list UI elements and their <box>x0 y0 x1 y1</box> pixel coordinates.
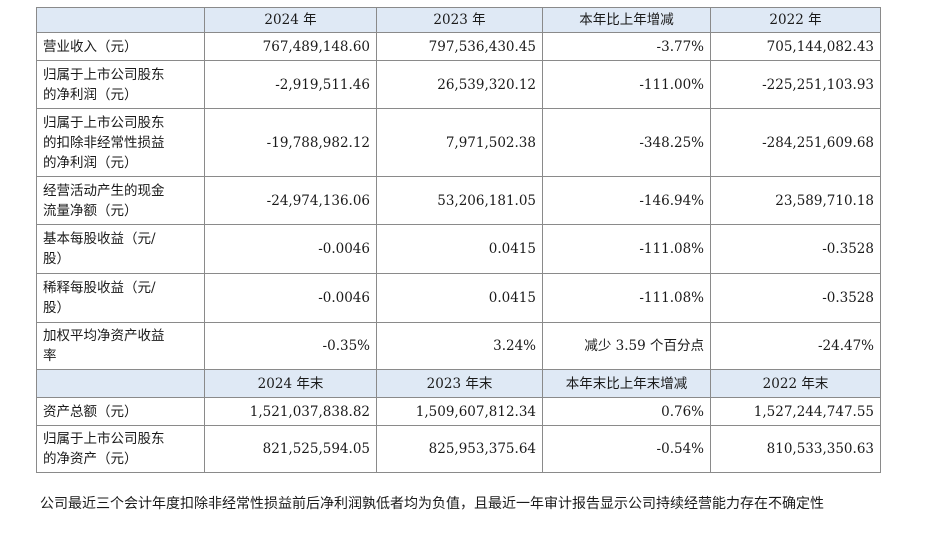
label-line: 稀释每股收益（元/ <box>43 280 156 296</box>
label-line: 加权平均净资产收益 <box>43 328 165 344</box>
label-line: 归属于上市公司股东 <box>43 66 165 83</box>
row-label: 稀释每股收益（元/ 股） <box>36 273 205 323</box>
value-2023: 3.24% <box>376 322 543 370</box>
row-label: 经营活动产生的现金 流量净额（元） <box>36 176 205 225</box>
value-2024: 767,489,148.60 <box>204 32 377 61</box>
value-change: -0.54% <box>542 425 711 473</box>
value-change: -111.00% <box>542 60 711 109</box>
value-2024: -2,919,511.46 <box>204 60 377 109</box>
value-2023: 0.0415 <box>376 273 543 323</box>
value-2022: -0.3528 <box>710 224 881 274</box>
table-row: 资产总额（元） 1,521,037,838.82 1,509,607,812.3… <box>36 397 881 426</box>
table-row: 稀释每股收益（元/ 股） -0.0046 0.0415 -111.08% -0.… <box>36 273 881 323</box>
value-2022: 1,527,244,747.55 <box>710 397 881 426</box>
value-2022: -284,251,609.68 <box>710 108 881 177</box>
value-change: 减少 3.59 个百分点 <box>542 322 711 370</box>
value-2023: 1,509,607,812.34 <box>376 397 543 426</box>
label-line: 的净资产（元） <box>43 451 138 467</box>
label-line: 股） <box>43 251 70 267</box>
value-2024: -0.0046 <box>204 273 377 323</box>
label-line: 基本每股收益（元/ <box>43 231 156 247</box>
row-label: 归属于上市公司股东 的扣除非经常性损益 的净利润（元） <box>36 108 205 177</box>
label-line: 流量净额（元） <box>43 202 138 219</box>
value-change: -146.94% <box>542 176 711 225</box>
label-line: 的扣除非经常性损益 <box>43 134 165 151</box>
footnote-text: 公司最近三个会计年度扣除非经常性损益前后净利润孰低者均为负值，且最近一年审计报告… <box>40 496 824 512</box>
header-cell-2024: 2024 年 <box>204 7 377 33</box>
table-row: 归属于上市公司股东 的净利润（元） -2,919,511.46 26,539,3… <box>36 60 881 109</box>
table-row: 经营活动产生的现金 流量净额（元） -24,974,136.06 53,206,… <box>36 176 881 225</box>
label-line: 股） <box>43 300 70 316</box>
value-2024: -0.35% <box>204 322 377 370</box>
table-row: 归属于上市公司股东 的扣除非经常性损益 的净利润（元） -19,788,982.… <box>36 108 881 177</box>
header-row-years: 2024 年 2023 年 本年比上年增减 2022 年 <box>36 7 881 33</box>
value-2023: 825,953,375.64 <box>376 425 543 473</box>
value-2022: 810,533,350.63 <box>710 425 881 473</box>
header-cell-2023-end: 2023 年末 <box>376 369 543 398</box>
header-cell-2022: 2022 年 <box>710 7 881 33</box>
value-change: -111.08% <box>542 273 711 323</box>
header-cell-2024-end: 2024 年末 <box>204 369 377 398</box>
value-2023: 7,971,502.38 <box>376 108 543 177</box>
value-2022: -225,251,103.93 <box>710 60 881 109</box>
value-2023: 53,206,181.05 <box>376 176 543 225</box>
label-line: 的净利润（元） <box>43 86 138 103</box>
value-2024: 821,525,594.05 <box>204 425 377 473</box>
table-row: 基本每股收益（元/ 股） -0.0046 0.0415 -111.08% -0.… <box>36 224 881 274</box>
label-line: 的净利润（元） <box>43 154 138 171</box>
value-2023: 797,536,430.45 <box>376 32 543 61</box>
row-label: 归属于上市公司股东 的净利润（元） <box>36 60 205 109</box>
row-label: 加权平均净资产收益 率 <box>36 322 205 370</box>
label-line: 归属于上市公司股东 <box>43 114 165 131</box>
value-change: 0.76% <box>542 397 711 426</box>
table-row: 营业收入（元） 767,489,148.60 797,536,430.45 -3… <box>36 32 881 61</box>
row-label: 归属于上市公司股东 的净资产（元） <box>36 425 205 473</box>
value-2022: 23,589,710.18 <box>710 176 881 225</box>
value-change: -3.77% <box>542 32 711 61</box>
value-2024: -24,974,136.06 <box>204 176 377 225</box>
header-cell-2022-end: 2022 年末 <box>710 369 881 398</box>
value-2022: -0.3528 <box>710 273 881 323</box>
value-change: -348.25% <box>542 108 711 177</box>
header-cell-blank <box>36 7 205 33</box>
table-body: 2024 年 2023 年 本年比上年增减 2022 年 营业收入（元） 767… <box>36 7 881 473</box>
value-2022: -24.47% <box>710 322 881 370</box>
table-row: 归属于上市公司股东 的净资产（元） 821,525,594.05 825,953… <box>36 425 881 473</box>
label-line: 率 <box>43 348 57 364</box>
header-cell-change: 本年比上年增减 <box>542 7 711 33</box>
value-2024: -0.0046 <box>204 224 377 274</box>
value-2023: 26,539,320.12 <box>376 60 543 109</box>
header-cell-2023: 2023 年 <box>376 7 543 33</box>
value-2024: 1,521,037,838.82 <box>204 397 377 426</box>
financial-summary-table: 2024 年 2023 年 本年比上年增减 2022 年 营业收入（元） 767… <box>36 7 881 473</box>
label-line: 资产总额（元） <box>43 403 138 420</box>
header-cell-change-end: 本年末比上年末增减 <box>542 369 711 398</box>
value-2022: 705,144,082.43 <box>710 32 881 61</box>
header-row-year-end: 2024 年末 2023 年末 本年末比上年末增减 2022 年末 <box>36 369 881 398</box>
value-change: -111.08% <box>542 224 711 274</box>
row-label: 基本每股收益（元/ 股） <box>36 224 205 274</box>
value-2023: 0.0415 <box>376 224 543 274</box>
table-row: 加权平均净资产收益 率 -0.35% 3.24% 减少 3.59 个百分点 -2… <box>36 322 881 370</box>
row-label: 资产总额（元） <box>36 397 205 426</box>
header-cell-blank <box>36 369 205 398</box>
label-line: 营业收入（元） <box>43 38 138 55</box>
label-line: 归属于上市公司股东 <box>43 431 165 447</box>
label-line: 经营活动产生的现金 <box>43 182 165 199</box>
value-2024: -19,788,982.12 <box>204 108 377 177</box>
row-label: 营业收入（元） <box>36 32 205 61</box>
